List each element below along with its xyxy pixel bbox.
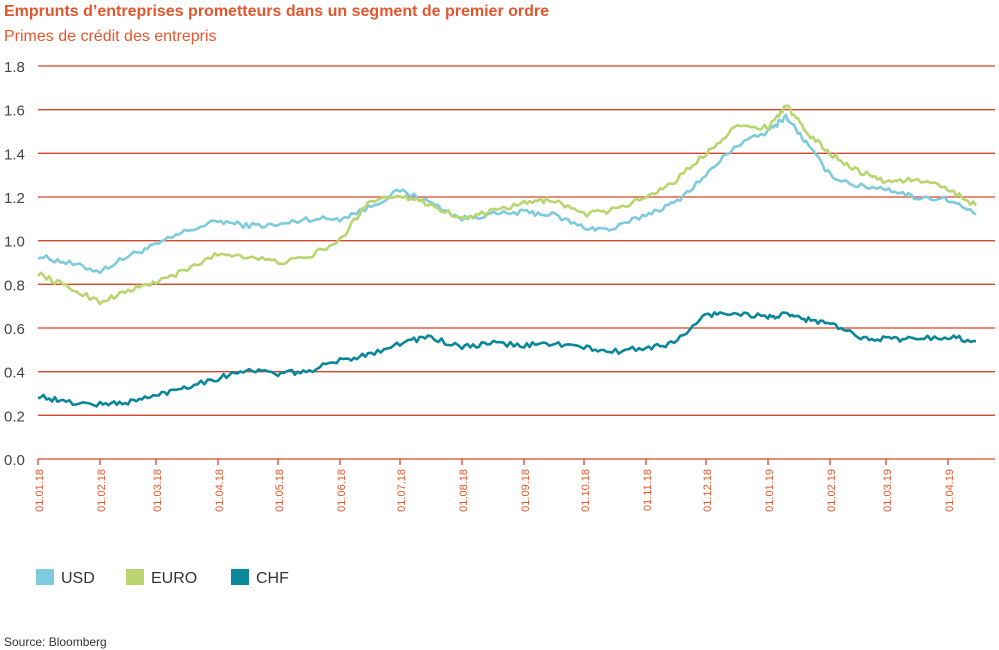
chart-subtitle: Primes de crédit des entrepris bbox=[4, 28, 217, 45]
x-tick-label: 01.12.18 bbox=[702, 469, 714, 512]
x-tick-label: 01.02.18 bbox=[96, 469, 108, 512]
y-tick-label: 0.4 bbox=[4, 365, 25, 382]
y-tick-label: 1.2 bbox=[4, 190, 25, 207]
y-tick-label: 1.4 bbox=[4, 146, 25, 163]
legend-swatch-chf bbox=[231, 569, 249, 585]
x-tick-label: 01.07.18 bbox=[396, 469, 408, 512]
x-tick-label: 01.08.18 bbox=[458, 469, 470, 512]
x-tick-label: 01.03.18 bbox=[152, 469, 164, 512]
series-line-usd bbox=[37, 113, 977, 275]
x-tick-label: 01.01.18 bbox=[34, 469, 46, 512]
x-tick-label: 01.05.18 bbox=[274, 469, 286, 512]
source-note: Source: Bloomberg bbox=[4, 635, 107, 649]
y-tick-label: 0.0 bbox=[4, 452, 25, 469]
y-tick-label: 1.0 bbox=[4, 234, 25, 251]
x-tick-label: 01.04.19 bbox=[944, 469, 956, 512]
y-tick-label: 0.2 bbox=[4, 408, 25, 425]
x-tick-label: 01.04.18 bbox=[214, 469, 226, 512]
legend-swatch-euro bbox=[126, 569, 144, 585]
y-tick-label: 1.8 bbox=[4, 59, 25, 76]
x-tick-label: 01.10.18 bbox=[580, 469, 592, 512]
x-tick-label: 01.09.18 bbox=[520, 469, 532, 512]
x-tick-label: 01.01.19 bbox=[764, 469, 776, 512]
legend-swatch-usd bbox=[36, 569, 54, 585]
x-tick-label: 01.06.18 bbox=[336, 469, 348, 512]
y-tick-label: 0.8 bbox=[4, 277, 25, 294]
chart-title: Emprunts d’entreprises prometteurs dans … bbox=[4, 3, 549, 20]
series-line-chf bbox=[37, 311, 977, 408]
legend-label-euro: EURO bbox=[151, 570, 197, 587]
x-tick-label: 01.02.19 bbox=[826, 469, 838, 512]
y-tick-label: 1.6 bbox=[4, 103, 25, 120]
legend-label-usd: USD bbox=[61, 570, 95, 587]
series-line-euro bbox=[37, 104, 978, 306]
legend-label-chf: CHF bbox=[256, 570, 289, 587]
x-tick-label: 01.11.18 bbox=[642, 469, 654, 511]
y-tick-label: 0.6 bbox=[4, 321, 25, 338]
x-tick-label: 01.03.19 bbox=[882, 469, 894, 512]
